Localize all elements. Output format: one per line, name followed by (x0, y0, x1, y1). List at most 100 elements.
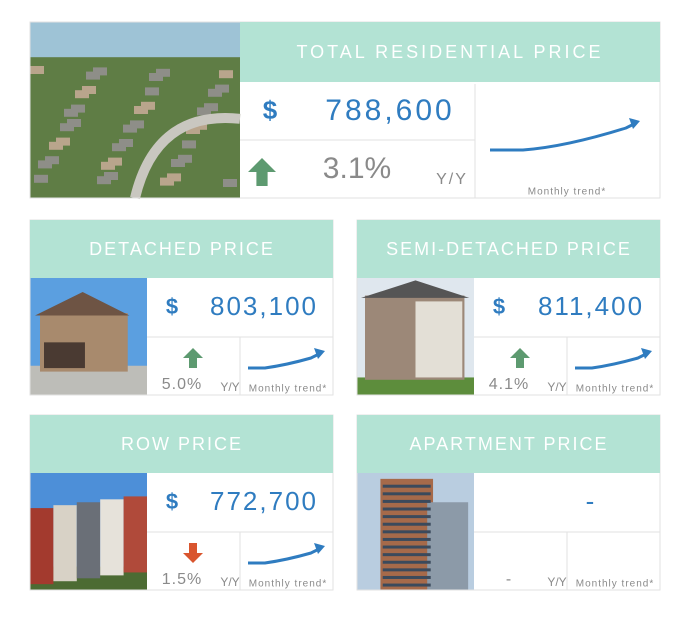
photo (357, 278, 474, 395)
photo-windows (382, 575, 431, 579)
photo-windows (382, 583, 431, 587)
trend-label: Monthly trend* (249, 384, 327, 395)
change: 4.1% (489, 376, 529, 393)
photo-roof (130, 120, 144, 129)
photo-roof (112, 143, 126, 152)
photo-windows (382, 553, 431, 557)
photo-roof (86, 71, 100, 80)
photo-roof (67, 119, 81, 127)
period: Y/Y (547, 380, 566, 394)
photo-roof (197, 107, 211, 116)
photo-roof (141, 101, 155, 110)
photo-roof (45, 156, 59, 165)
photo-roof (56, 137, 70, 146)
trend-label: Monthly trend* (576, 579, 654, 590)
photo-roof (30, 66, 44, 74)
change-arrow (248, 158, 276, 186)
card-title: ROW PRICE (121, 434, 243, 454)
card-header (30, 415, 333, 473)
photo-roof (156, 68, 170, 77)
photo-garage (44, 342, 85, 369)
photo-windows (382, 537, 431, 541)
price: 772,700 (210, 486, 318, 516)
photo-windows (382, 545, 431, 549)
change: 1.5% (162, 571, 202, 588)
price: 803,100 (210, 291, 318, 321)
photo-windows (382, 560, 431, 564)
photo-roof (219, 70, 233, 79)
photo-windows (382, 568, 431, 572)
photo (30, 278, 147, 395)
change: 5.0% (162, 376, 202, 393)
photo-roof (60, 123, 74, 132)
photo (30, 22, 241, 200)
trend-line (248, 547, 320, 565)
card-title: DETACHED PRICE (89, 239, 275, 259)
trend-label: Monthly trend* (576, 384, 654, 395)
photo-windows (382, 492, 431, 496)
trend-line (575, 352, 647, 370)
price: 788,600 (325, 94, 454, 127)
photo-roof (35, 292, 130, 316)
photo-roof (64, 108, 78, 117)
photo-windows (382, 484, 431, 488)
photo-roof (75, 90, 89, 99)
photo-windows (382, 515, 431, 519)
card-header (357, 415, 660, 473)
photo-windows (382, 522, 431, 526)
photo-roof (101, 161, 115, 170)
change-arrow (183, 543, 203, 563)
photo-roof (82, 86, 96, 94)
currency: $ (166, 294, 178, 319)
period: Y/Y (220, 575, 239, 589)
photo-roof (223, 179, 237, 187)
photo-roof (167, 173, 181, 182)
photo-roof (182, 140, 196, 149)
card-header (30, 220, 333, 278)
period: Y/Y (436, 171, 468, 188)
photo (30, 473, 147, 590)
photo-windows (382, 499, 431, 503)
photo-windows (382, 507, 431, 511)
photo-roof (104, 172, 118, 180)
card-title: SEMI-DETACHED PRICE (386, 239, 632, 259)
trend-label: Monthly trend* (249, 579, 327, 590)
photo-roof (361, 280, 470, 298)
card-title: APARTMENT PRICE (409, 434, 608, 454)
period: Y/Y (547, 575, 566, 589)
photo-townhouse (123, 496, 147, 573)
photo-roof (71, 104, 85, 113)
card-header (240, 22, 660, 82)
photo-tower (427, 502, 469, 590)
photo-roof (34, 174, 48, 183)
photo-roof (38, 160, 52, 169)
change-arrow (183, 348, 203, 368)
photo-roof (208, 88, 222, 97)
photo-townhouse (100, 499, 124, 576)
photo-roof (134, 106, 148, 114)
photo-road (130, 113, 241, 200)
photo-roof (108, 157, 122, 166)
card-header (357, 220, 660, 278)
price: - (586, 486, 597, 516)
photo-roof (119, 139, 133, 147)
photo-tower (380, 478, 434, 590)
currency: $ (493, 294, 505, 319)
photo-siding (415, 301, 463, 378)
photo-townhouse (53, 505, 77, 582)
photo-ground (357, 377, 474, 395)
change-arrow (510, 348, 530, 368)
trend-arrowhead (641, 348, 652, 359)
trend-line (248, 352, 320, 370)
photo-roof (171, 159, 185, 167)
photo-roof (123, 124, 137, 133)
photo-roof (149, 73, 163, 81)
photo-townhouse (76, 502, 101, 579)
card-title: TOTAL RESIDENTIAL PRICE (296, 42, 603, 62)
trend-line (490, 122, 635, 152)
photo-roof (215, 84, 229, 93)
photo-roof (145, 87, 159, 96)
trend-arrowhead (314, 543, 325, 554)
trend-arrowhead (314, 348, 325, 359)
